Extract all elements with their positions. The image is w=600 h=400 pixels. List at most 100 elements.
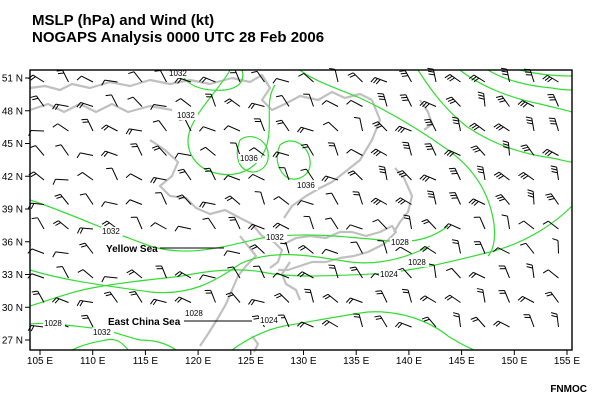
wind-barb bbox=[104, 291, 118, 303]
x-tick-label: 125 E bbox=[238, 356, 264, 367]
wind-barb bbox=[28, 129, 45, 137]
isobar-label-bg bbox=[92, 328, 114, 337]
wind-barb bbox=[227, 266, 241, 279]
wind-barb bbox=[547, 94, 559, 107]
wind-barb bbox=[150, 222, 167, 230]
isobar-label: 1028 bbox=[391, 238, 409, 247]
wind-barb bbox=[444, 74, 461, 83]
x-tick-label: 155 E bbox=[554, 356, 580, 367]
wind-barb bbox=[155, 192, 167, 205]
wind-barb bbox=[476, 288, 486, 303]
wind-barb bbox=[54, 193, 69, 205]
wind-barb bbox=[272, 78, 290, 84]
wind-barb bbox=[31, 290, 45, 303]
wind-barb bbox=[468, 74, 486, 83]
wind-barb bbox=[325, 192, 339, 205]
wind-barb bbox=[248, 102, 265, 110]
wind-barb bbox=[229, 142, 241, 156]
wind-barb bbox=[520, 242, 535, 254]
wind-barb bbox=[204, 289, 216, 303]
coastlines bbox=[29, 73, 434, 353]
isobar-label: 1032 bbox=[169, 69, 187, 78]
wind-barb bbox=[452, 116, 461, 132]
wind-barb bbox=[321, 319, 339, 328]
wind-barb bbox=[105, 94, 118, 107]
y-tick-label: 48 N bbox=[2, 106, 23, 117]
wind-barb bbox=[248, 298, 265, 306]
wind-barb bbox=[297, 321, 314, 328]
wind-barb bbox=[421, 219, 437, 230]
wind-barb bbox=[370, 77, 388, 85]
yellow-sea-label: Yellow Sea bbox=[106, 244, 158, 255]
x-tick-label: 130 E bbox=[290, 356, 316, 367]
wind-barb bbox=[451, 239, 461, 254]
wind-barb bbox=[205, 93, 216, 107]
wind-barb bbox=[345, 297, 363, 304]
wind-barb bbox=[150, 103, 167, 110]
wind-barb bbox=[394, 125, 412, 134]
wind-barb bbox=[473, 241, 486, 254]
wind-barb bbox=[254, 191, 265, 205]
annotations: Yellow Sea East China Sea bbox=[106, 244, 252, 328]
wind-barb bbox=[403, 214, 412, 230]
wind-barb bbox=[27, 202, 45, 210]
wind-barb bbox=[52, 103, 69, 110]
wind-barb bbox=[352, 191, 363, 205]
y-tick-label: 36 N bbox=[2, 237, 23, 248]
wind-barb bbox=[378, 165, 388, 181]
wind-barb bbox=[81, 314, 94, 328]
wind-barb bbox=[125, 128, 143, 135]
wind-barb bbox=[470, 316, 486, 328]
wind-barb bbox=[445, 96, 461, 107]
wind-barb bbox=[518, 172, 535, 181]
x-tick-label: 150 E bbox=[501, 356, 527, 367]
x-tick-label: 140 E bbox=[396, 356, 422, 367]
wind-barb bbox=[272, 272, 290, 279]
x-tick-label: 145 E bbox=[449, 356, 475, 367]
isobar-label: 1032 bbox=[102, 227, 120, 236]
wind-barb bbox=[353, 313, 363, 328]
wind-barb bbox=[321, 175, 339, 182]
wind-barb bbox=[101, 276, 118, 283]
wind-barb bbox=[55, 144, 69, 156]
wind-barb bbox=[493, 320, 510, 328]
x-tick-label: 110 E bbox=[80, 356, 106, 367]
x-tick-label: 115 E bbox=[133, 356, 159, 367]
isobar-labels: 1032 1032 1036 1036 1032 1032 1028 1024 1028 1028… bbox=[43, 69, 429, 337]
wind-barb bbox=[225, 292, 241, 303]
wind-barb bbox=[52, 251, 69, 258]
wind-barb bbox=[199, 76, 216, 83]
wind-barb bbox=[402, 288, 412, 303]
wind-barb bbox=[56, 69, 69, 83]
wind-barb bbox=[79, 242, 94, 254]
wind-barb bbox=[375, 290, 388, 303]
wind-barb bbox=[76, 101, 94, 109]
wind-barb bbox=[174, 296, 192, 303]
wind-barb bbox=[444, 294, 461, 303]
y-tick-label: 39 N bbox=[2, 205, 23, 216]
wind-barb bbox=[328, 264, 339, 279]
wind-barb bbox=[498, 290, 510, 303]
wind-barb bbox=[347, 72, 363, 83]
wind-barb bbox=[174, 271, 192, 279]
wind-barb bbox=[419, 295, 437, 303]
x-tick-label: 120 E bbox=[185, 356, 211, 367]
wind-barb bbox=[223, 250, 241, 257]
wind-barb bbox=[300, 168, 314, 181]
wind-barb bbox=[495, 95, 510, 107]
wind-barb bbox=[76, 75, 94, 83]
wind-barb bbox=[31, 217, 45, 230]
wind-barb bbox=[346, 99, 363, 107]
wind-barb bbox=[542, 220, 559, 230]
wind-barb bbox=[130, 216, 143, 230]
wind-barb bbox=[476, 165, 486, 181]
wind-barb bbox=[493, 247, 510, 254]
wind-barb bbox=[395, 197, 412, 205]
wind-barb bbox=[419, 246, 437, 254]
isobar-label-bg bbox=[168, 69, 190, 78]
wind-barb bbox=[179, 118, 192, 132]
wind-barb bbox=[203, 167, 216, 181]
wind-barb bbox=[278, 167, 290, 181]
wind-barb bbox=[502, 140, 510, 156]
